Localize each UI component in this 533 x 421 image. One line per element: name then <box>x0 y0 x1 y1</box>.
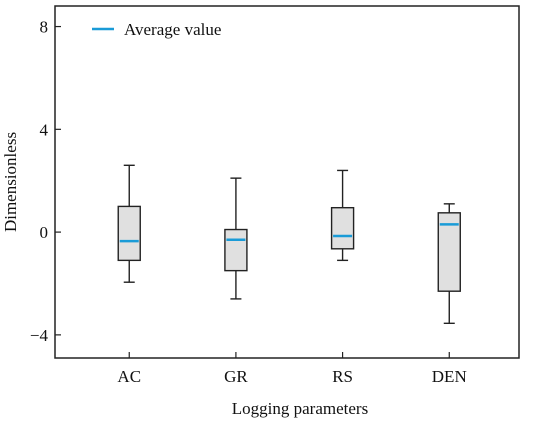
x-tick-label: AC <box>117 367 141 386</box>
y-tick-label: −4 <box>30 326 49 345</box>
x-tick-label: GR <box>224 367 248 386</box>
x-tick-label: RS <box>332 367 353 386</box>
box-series <box>117 164 461 325</box>
box-ac <box>117 164 141 283</box>
y-tick-label: 8 <box>40 18 49 37</box>
box-iqr <box>224 228 248 272</box>
x-tick-label: DEN <box>432 367 467 386</box>
x-axis-title: Logging parameters <box>232 399 368 418</box>
legend-label: Average value <box>124 20 221 39</box>
box-iqr <box>330 206 355 250</box>
y-tick-label: 4 <box>40 120 49 139</box>
plot-frame <box>54 5 520 359</box>
box-den <box>437 203 461 325</box>
box-rs <box>330 169 355 262</box>
y-tick-label: 0 <box>40 223 49 242</box>
x-axis: AC GR RS DEN <box>117 352 467 386</box>
box-gr <box>224 177 248 300</box>
legend: Average value <box>92 20 221 39</box>
box-iqr <box>117 205 141 262</box>
y-axis-title: Dimensionless <box>1 132 20 232</box>
y-axis: −4 0 4 8 <box>30 18 61 345</box>
box-iqr <box>437 212 461 292</box>
